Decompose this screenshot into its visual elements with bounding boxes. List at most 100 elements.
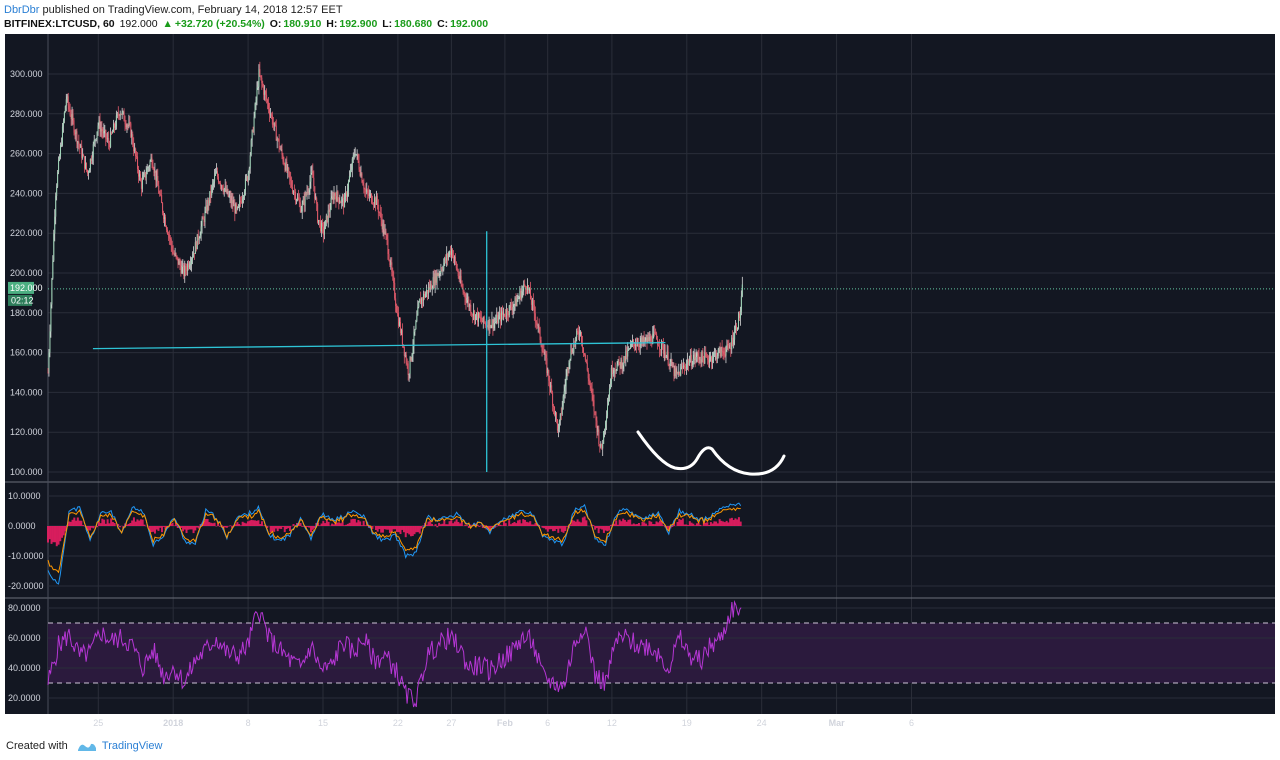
macd-histogram-bar bbox=[418, 526, 421, 534]
price-candle-body bbox=[380, 212, 382, 220]
price-candle-body bbox=[138, 169, 140, 177]
price-candle-body bbox=[222, 189, 224, 192]
price-candle-body bbox=[505, 309, 507, 317]
macd-histogram-bar bbox=[89, 526, 92, 531]
price-candle-body bbox=[687, 360, 689, 366]
macd-histogram-bar bbox=[78, 520, 81, 526]
price-candle-body bbox=[176, 255, 178, 258]
price-candle-body bbox=[159, 193, 161, 195]
macd-histogram-bar bbox=[411, 526, 414, 537]
price-candle-body bbox=[251, 130, 253, 141]
macd-histogram-bar bbox=[48, 526, 51, 540]
macd-histogram-bar bbox=[713, 521, 716, 526]
macd-histogram-bar bbox=[75, 520, 78, 526]
macd-histogram-bar bbox=[374, 526, 377, 531]
macd-histogram-bar bbox=[466, 525, 469, 526]
macd-histogram-bar bbox=[182, 526, 185, 532]
price-candle-body bbox=[54, 216, 56, 234]
price-candle-body bbox=[358, 160, 360, 170]
macd-histogram-bar bbox=[634, 524, 637, 526]
macd-histogram-bar bbox=[317, 522, 320, 526]
x-tick-label: 19 bbox=[682, 718, 692, 728]
price-candle-body bbox=[648, 336, 650, 341]
price-candle-body bbox=[569, 358, 571, 363]
price-candle-body bbox=[86, 162, 88, 170]
price-candle-body bbox=[55, 196, 57, 217]
macd-histogram-bar bbox=[245, 523, 248, 526]
price-candle-body bbox=[462, 287, 464, 292]
price-candle-body bbox=[650, 336, 652, 344]
price-candle-body bbox=[450, 251, 452, 255]
price-candle-body bbox=[528, 285, 530, 291]
macd-histogram-bar bbox=[708, 524, 711, 526]
price-candle-body bbox=[281, 149, 283, 155]
macd-histogram-bar bbox=[557, 526, 560, 533]
price-candle-body bbox=[607, 405, 609, 416]
price-candle-body bbox=[278, 138, 280, 149]
price-candle-body bbox=[137, 156, 139, 170]
price-candle-body bbox=[512, 307, 514, 311]
macd-histogram-bar bbox=[553, 526, 556, 531]
price-candle-body bbox=[483, 316, 485, 323]
price-candle-body bbox=[346, 190, 348, 197]
macd-histogram-bar bbox=[453, 521, 456, 526]
price-candle-body bbox=[181, 266, 183, 274]
price-candle-body bbox=[118, 115, 120, 117]
price-candle-body bbox=[697, 353, 699, 356]
price-candle-body bbox=[683, 365, 685, 368]
author-link[interactable]: DbrDbr bbox=[4, 4, 40, 16]
macd-histogram-bar bbox=[434, 524, 437, 526]
price-candle-body bbox=[131, 134, 133, 137]
price-candle-body bbox=[699, 359, 701, 361]
macd-histogram-bar bbox=[427, 521, 430, 526]
macd-histogram-bar bbox=[238, 524, 241, 526]
macd-histogram-bar bbox=[443, 520, 446, 526]
macd-histogram-bar bbox=[718, 519, 721, 526]
price-candle-body bbox=[376, 196, 378, 205]
price-candle-body bbox=[268, 102, 270, 110]
price-candle-body bbox=[475, 314, 477, 321]
price-candle-body bbox=[581, 332, 583, 343]
price-candle-body bbox=[590, 386, 592, 389]
price-candle-body bbox=[433, 277, 435, 286]
price-candle-body bbox=[527, 285, 529, 290]
price-candle-body bbox=[642, 337, 644, 343]
price-candle-body bbox=[71, 114, 73, 119]
macd-histogram-bar bbox=[139, 519, 142, 526]
price-candle-body bbox=[73, 120, 75, 133]
price-candle-body bbox=[110, 132, 112, 147]
price-candle-body bbox=[382, 223, 384, 230]
tradingview-link[interactable]: TradingView bbox=[101, 740, 163, 752]
price-candle-body bbox=[496, 315, 498, 322]
macd-histogram-bar bbox=[352, 518, 355, 526]
price-candles bbox=[47, 61, 743, 457]
price-candle-body bbox=[737, 327, 739, 331]
macd-histogram-bar bbox=[402, 526, 405, 533]
macd-histogram-bar bbox=[111, 521, 114, 526]
macd-histogram-bar bbox=[117, 524, 120, 526]
macd-histogram-bar bbox=[613, 523, 616, 526]
price-candle-body bbox=[616, 364, 618, 371]
price-candle-body bbox=[465, 297, 467, 303]
price-candle-body bbox=[562, 396, 564, 407]
price-candle-body bbox=[519, 290, 521, 298]
macd-histogram-bar bbox=[548, 526, 551, 530]
price-candle-body bbox=[488, 319, 490, 329]
price-candle-body bbox=[578, 331, 580, 335]
macd-histogram-bar bbox=[450, 520, 453, 526]
macd-histogram-bar bbox=[52, 526, 55, 543]
price-candle-body bbox=[645, 337, 647, 340]
price-candle-body bbox=[728, 345, 730, 349]
price-candle-body bbox=[320, 220, 322, 232]
price-candle-body bbox=[421, 298, 423, 305]
price-candle-body bbox=[668, 364, 670, 366]
price-candle-body bbox=[362, 182, 364, 186]
price-candle-body bbox=[401, 330, 403, 345]
macd-histogram-bar bbox=[106, 519, 109, 526]
grid bbox=[5, 34, 1275, 714]
macd-histogram-bar bbox=[448, 521, 451, 526]
macd-histogram-bar bbox=[425, 524, 428, 526]
macd-histogram-bar bbox=[110, 518, 113, 526]
price-candle-body bbox=[736, 325, 738, 331]
